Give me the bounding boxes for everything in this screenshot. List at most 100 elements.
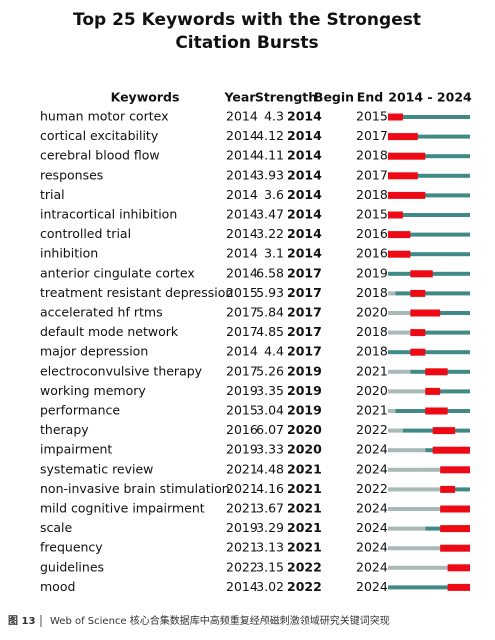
end: 2021 — [356, 403, 388, 418]
pre-segment — [388, 487, 441, 492]
pre-segment — [388, 507, 441, 511]
keyword: trial — [40, 187, 65, 202]
begin: 2021 — [287, 461, 322, 476]
strength: 4.12 — [256, 128, 284, 143]
burst-segment — [440, 525, 470, 533]
caption-text: Web of Science 核心合集数据库中高频重复经颅磁刺激领域研究关键词突… — [50, 614, 390, 627]
begin: 2022 — [287, 579, 322, 594]
year: 2017 — [226, 305, 258, 320]
end: 2020 — [356, 305, 388, 320]
active-segment — [388, 193, 470, 198]
end: 2020 — [356, 383, 388, 398]
active-segment — [388, 213, 470, 217]
end: 2024 — [356, 540, 388, 555]
active-segment — [388, 173, 470, 178]
begin: 2022 — [287, 559, 322, 574]
column-header: Year — [224, 90, 257, 105]
keyword: working memory — [40, 383, 146, 398]
strength: 3.13 — [256, 540, 284, 555]
keyword: treatment resistant depression — [40, 285, 233, 300]
strength: 4.4 — [264, 344, 284, 359]
begin: 2021 — [287, 540, 322, 555]
burst-segment — [432, 446, 470, 454]
active-segment — [395, 291, 470, 296]
burst-segment — [388, 113, 403, 121]
active-segment — [388, 154, 470, 159]
burst-segment — [447, 583, 470, 591]
year: 2017 — [226, 324, 258, 339]
year: 2015 — [226, 285, 258, 300]
strength: 3.22 — [256, 226, 284, 241]
strength: 3.33 — [256, 442, 284, 457]
begin: 2014 — [287, 226, 322, 241]
end: 2024 — [356, 501, 388, 516]
strength: 6.58 — [256, 265, 284, 280]
active-segment — [388, 585, 470, 590]
end: 2021 — [356, 363, 388, 378]
burst-segment — [388, 152, 426, 160]
pre-segment — [388, 369, 411, 374]
burst-segment — [440, 485, 456, 493]
keyword: electroconvulsive therapy — [40, 363, 203, 378]
burst-segment — [425, 387, 441, 395]
year: 2014 — [226, 265, 258, 280]
year: 2019 — [226, 520, 258, 535]
active-segment — [388, 115, 470, 119]
begin: 2019 — [287, 383, 322, 398]
end: 2024 — [356, 579, 388, 594]
keyword: performance — [40, 403, 120, 418]
keyword: responses — [40, 167, 103, 182]
pre-segment — [388, 409, 396, 413]
burst-segment — [425, 407, 448, 415]
end: 2018 — [356, 187, 388, 202]
strength: 4.85 — [256, 324, 284, 339]
year: 2014 — [226, 344, 258, 359]
year: 2021 — [226, 501, 258, 516]
strength: 4.16 — [256, 481, 284, 496]
end: 2018 — [356, 285, 388, 300]
burst-segment — [388, 172, 418, 180]
strength: 6.07 — [256, 422, 284, 437]
pre-segment — [388, 565, 448, 570]
end: 2024 — [356, 461, 388, 476]
keyword: intracortical inhibition — [40, 207, 177, 222]
strength: 4.3 — [264, 109, 284, 124]
end: 2024 — [356, 559, 388, 574]
year: 2019 — [226, 383, 258, 398]
begin: 2014 — [287, 246, 322, 261]
end: 2018 — [356, 148, 388, 163]
burst-segment — [410, 309, 441, 317]
year: 2019 — [226, 442, 258, 457]
keyword: therapy — [40, 422, 89, 437]
year: 2014 — [226, 148, 258, 163]
strength: 3.6 — [264, 187, 284, 202]
burst-segment — [410, 289, 426, 297]
keyword: inhibition — [40, 246, 98, 261]
begin: 2020 — [287, 422, 322, 437]
end: 2022 — [356, 422, 388, 437]
column-header: 2014 - 2024 — [388, 90, 472, 105]
keyword: cerebral blood flow — [40, 148, 160, 163]
pre-segment — [388, 428, 403, 433]
begin: 2017 — [287, 265, 322, 280]
burst-segment — [388, 250, 411, 258]
begin: 2021 — [287, 481, 322, 496]
year: 2022 — [226, 559, 258, 574]
end: 2017 — [356, 128, 388, 143]
strength: 3.02 — [256, 579, 284, 594]
pre-segment — [388, 330, 411, 335]
pre-segment — [388, 311, 411, 315]
begin: 2017 — [287, 305, 322, 320]
strength: 5.84 — [256, 305, 284, 320]
end: 2022 — [356, 481, 388, 496]
keyword: controlled trial — [40, 226, 131, 241]
pre-segment — [388, 448, 426, 453]
strength: 3.1 — [264, 246, 284, 261]
keyword: mild cognitive impairment — [40, 501, 205, 516]
burst-segment — [440, 505, 470, 513]
year: 2014 — [226, 226, 258, 241]
end: 2024 — [356, 442, 388, 457]
begin: 2019 — [287, 403, 322, 418]
strength: 4.11 — [256, 148, 284, 163]
strength: 3.93 — [256, 167, 284, 182]
